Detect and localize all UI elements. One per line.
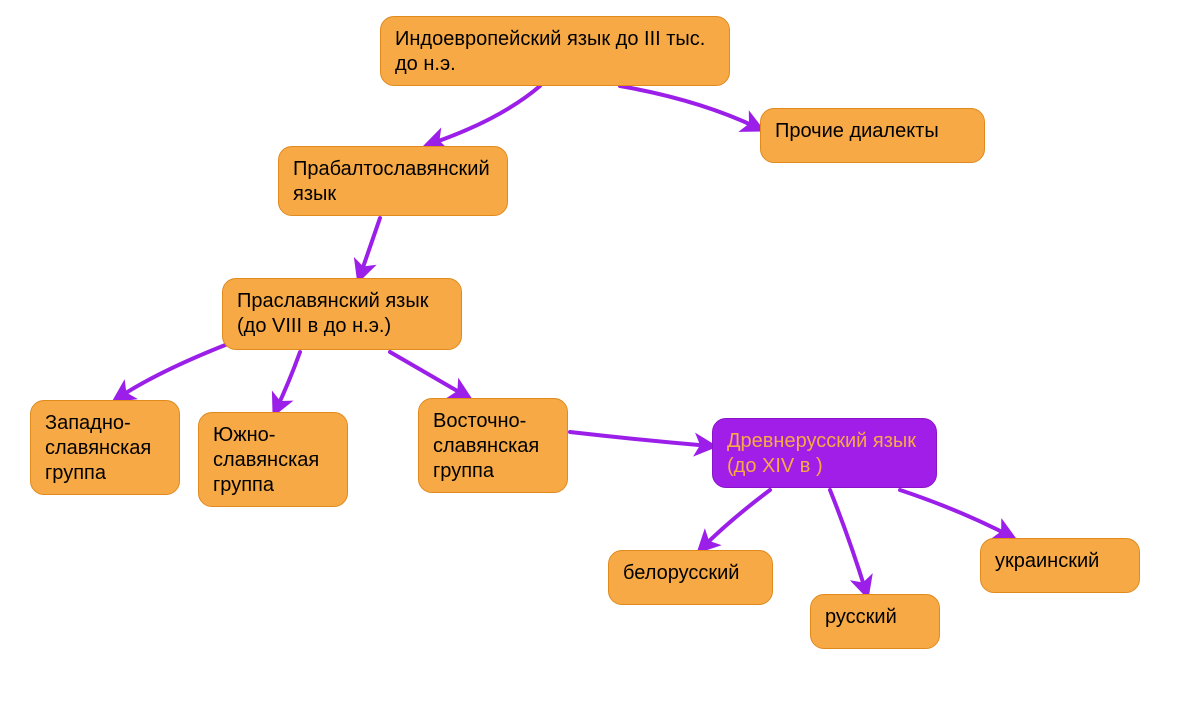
edge-oldrus-to-rus (830, 490, 866, 592)
node-praslav: Праславянский язык (до VIII в до н.э.) (222, 278, 462, 350)
node-ukr: украинский (980, 538, 1140, 593)
edge-praslav-to-south (276, 352, 300, 410)
node-south: Южно-славянская группа (198, 412, 348, 507)
edge-oldrus-to-ukr (900, 490, 1010, 536)
node-rus: русский (810, 594, 940, 649)
edge-east-to-oldrus (570, 432, 710, 446)
edge-oldrus-to-bel (702, 490, 770, 548)
edge-praslav-to-west (118, 340, 238, 398)
node-other: Прочие диалекты (760, 108, 985, 163)
node-west: Западно-славянская группа (30, 400, 180, 495)
node-oldrus: Древнерусский язык (до XIV в ) (712, 418, 937, 488)
edge-praslav-to-east (390, 352, 466, 396)
edges-layer (0, 0, 1200, 702)
node-indo: Индоевропейский язык до III тыс. до н.э. (380, 16, 730, 86)
node-bel: белорусский (608, 550, 773, 605)
node-east: Восточно-славянская группа (418, 398, 568, 493)
node-prabalt: Прабалтославянский язык (278, 146, 508, 216)
edge-indo-to-prabalt (430, 86, 540, 144)
edge-prabalt-to-praslav (360, 218, 380, 276)
edge-indo-to-other (620, 86, 758, 128)
